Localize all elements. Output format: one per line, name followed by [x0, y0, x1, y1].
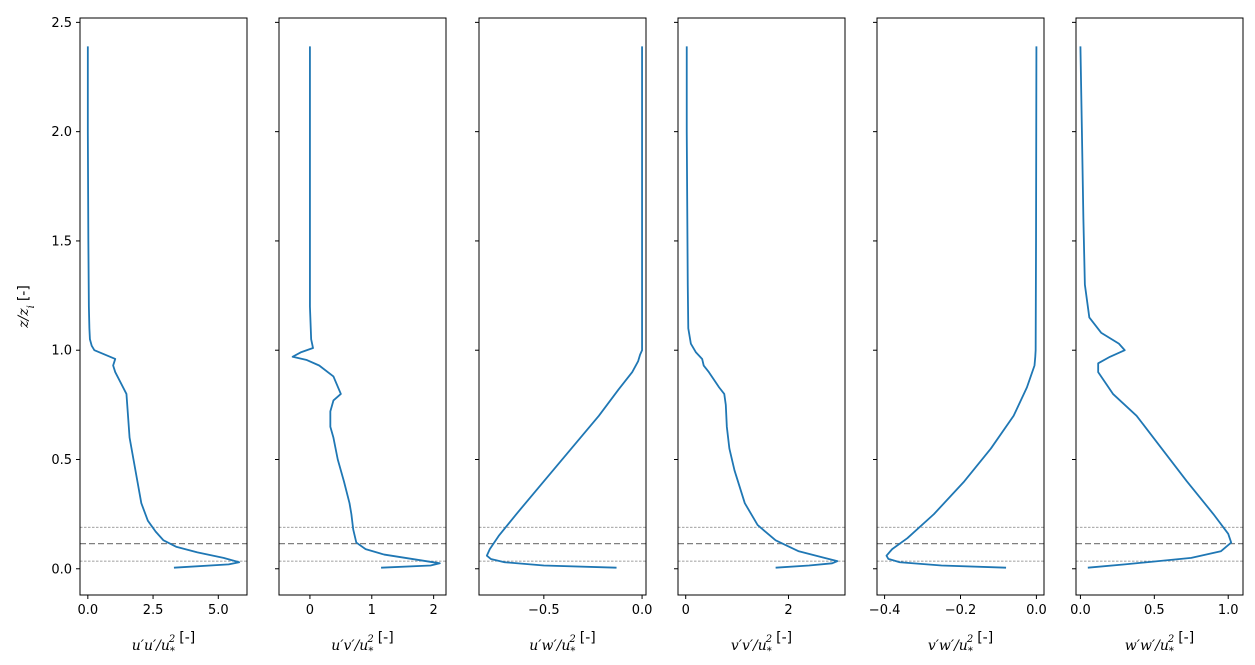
y-axis-label: z/zi[-]	[16, 285, 37, 329]
x-tick-label: 0.0	[1070, 603, 1091, 618]
axes-frame	[1075, 17, 1244, 596]
y-tick-label: 2.0	[51, 125, 72, 140]
panel-1: 0.0 0.5 1.0 1.5 2.0 2.5 0.0 2.5 5.0 u′u′/u*2 [-]	[51, 16, 248, 657]
x-tick-label: 2	[429, 603, 437, 618]
x-axis-label: w′w′/u*2 [-]	[1125, 630, 1194, 657]
profile-line-5	[885, 46, 1038, 569]
panel-6: 0.0 0.5 1.0 w′w′/u*2 [-]	[1070, 17, 1244, 657]
x-axis-label: v′w′/u*2 [-]	[928, 630, 993, 657]
x-axis-label: u′u′/u*2 [-]	[132, 630, 195, 657]
x-axis-label: u′w′/u*2 [-]	[529, 630, 595, 657]
x-tick-label: 0.0	[1026, 603, 1047, 618]
x-axis-label: u′v′/u*2 [-]	[331, 630, 393, 657]
y-tick-label: 1.5	[51, 234, 72, 249]
x-tick-label: 1.0	[1218, 603, 1239, 618]
axes-frame	[79, 17, 248, 596]
profile-line-1	[86, 46, 241, 569]
x-tick-label: 0.0	[77, 603, 98, 618]
x-tick-label: −0.5	[528, 603, 560, 618]
x-tick-label: 0	[682, 603, 690, 618]
y-axis-label-text: z/zi[-]	[16, 285, 37, 329]
y-tick-label: 1.0	[51, 344, 72, 359]
panel-3: −0.5 0.0 u′w′/u*2 [-]	[475, 17, 653, 657]
panels: 0.0 0.5 1.0 1.5 2.0 2.5 0.0 2.5 5.0 u′u′/u*2 [-] 0 1…	[51, 16, 1244, 657]
x-tick-label: 0.5	[1144, 603, 1165, 618]
x-tick-label: −0.4	[869, 603, 901, 618]
profile-line-2	[291, 46, 441, 569]
x-tick-label: 1	[368, 603, 376, 618]
y-tick-label: 2.5	[51, 16, 72, 31]
x-axis-label: v′v′/u*2 [-]	[731, 630, 792, 657]
x-tick-label: 0.0	[632, 603, 653, 618]
x-tick-label: 5.0	[208, 603, 229, 618]
profile-line-4	[685, 46, 839, 569]
profile-line-3	[485, 46, 643, 569]
x-tick-label: 0	[306, 603, 314, 618]
panel-4: 0 2 v′v′/u*2 [-]	[674, 17, 846, 657]
x-tick-label: 2.5	[143, 603, 164, 618]
axes-frame	[478, 17, 647, 596]
panel-5: −0.4 −0.2 0.0 v′w′/u*2 [-]	[869, 17, 1047, 657]
y-tick-label: 0.5	[51, 453, 72, 468]
profile-line-6	[1079, 46, 1233, 569]
axes-frame	[278, 17, 447, 596]
panel-2: 0 1 2 u′v′/u*2 [-]	[275, 17, 447, 657]
x-tick-label: −0.2	[945, 603, 977, 618]
axes-frame	[677, 17, 846, 596]
y-tick-label: 0.0	[51, 562, 72, 577]
axes-frame	[876, 17, 1045, 596]
x-tick-label: 2	[784, 603, 792, 618]
